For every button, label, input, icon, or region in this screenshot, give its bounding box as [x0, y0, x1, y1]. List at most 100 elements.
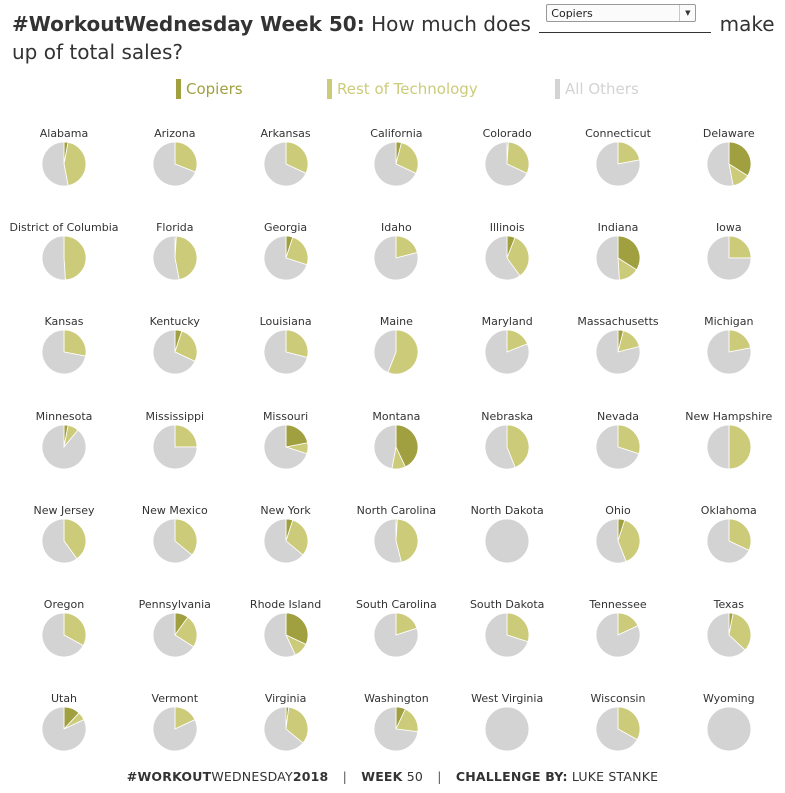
pie-slice-all-others[interactable]: [596, 707, 638, 752]
pie-slice-rest-of-technology[interactable]: [63, 613, 86, 647]
pie-chart[interactable]: [374, 142, 419, 186]
pie-chart[interactable]: [706, 330, 751, 375]
pie-cell-colorado[interactable]: Colorado: [452, 127, 562, 221]
pie-slice-all-others[interactable]: [42, 424, 86, 469]
pie-slice-all-others[interactable]: [706, 613, 746, 657]
pie-slice-all-others[interactable]: [596, 424, 640, 469]
legend-item-copiers[interactable]: Copiers: [176, 79, 243, 99]
pie-slice-all-others[interactable]: [706, 142, 734, 186]
pie-slice-all-others[interactable]: [706, 518, 750, 563]
pie-slice-all-others[interactable]: [485, 613, 529, 657]
pie-chart[interactable]: [263, 518, 308, 563]
pie-cell-iowa[interactable]: Iowa: [674, 221, 784, 315]
pie-slice-all-others[interactable]: [42, 330, 86, 375]
pie-chart[interactable]: [374, 518, 419, 563]
pie-chart[interactable]: [485, 142, 530, 186]
pie-slice-rest-of-technology[interactable]: [63, 330, 86, 357]
pie-slice-all-others[interactable]: [263, 330, 308, 375]
pie-slice-all-others[interactable]: [596, 142, 640, 186]
pie-chart[interactable]: [152, 236, 197, 281]
pie-cell-north-dakota[interactable]: North Dakota: [452, 504, 562, 598]
chevron-down-icon[interactable]: ▼: [679, 5, 695, 21]
pie-chart[interactable]: [42, 518, 86, 563]
pie-chart[interactable]: [596, 518, 640, 563]
pie-slice-rest-of-technology[interactable]: [506, 142, 530, 174]
pie-slice-all-others[interactable]: [485, 142, 528, 186]
pie-slice-all-others[interactable]: [42, 518, 78, 563]
pie-slice-all-others[interactable]: [152, 518, 193, 563]
pie-slice-all-others[interactable]: [596, 236, 620, 281]
pie-slice-all-others[interactable]: [42, 142, 69, 186]
pie-slice-all-others[interactable]: [152, 707, 197, 752]
pie-slice-all-others[interactable]: [485, 236, 521, 281]
pie-chart[interactable]: [42, 236, 86, 281]
pie-cell-indiana[interactable]: Indiana: [563, 221, 673, 315]
pie-cell-alabama[interactable]: Alabama: [9, 127, 119, 221]
pie-cell-maryland[interactable]: Maryland: [452, 315, 562, 409]
pie-slice-all-others[interactable]: [152, 142, 196, 186]
pie-cell-louisiana[interactable]: Louisiana: [231, 315, 341, 409]
legend-item-all-others[interactable]: All Others: [555, 79, 639, 99]
pie-slice-rest-of-technology[interactable]: [506, 237, 530, 277]
pie-chart[interactable]: [152, 330, 197, 375]
pie-chart[interactable]: [485, 613, 530, 657]
pie-slice-all-others[interactable]: [596, 330, 640, 375]
pie-cell-south-carolina[interactable]: South Carolina: [341, 598, 451, 692]
pie-slice-all-others[interactable]: [263, 424, 308, 469]
pie-slice-all-others[interactable]: [596, 518, 627, 563]
pie-cell-minnesota[interactable]: Minnesota: [9, 410, 119, 504]
pie-chart[interactable]: [374, 613, 419, 657]
pie-cell-arizona[interactable]: Arizona: [120, 127, 230, 221]
pie-slice-all-others[interactable]: [596, 613, 640, 657]
pie-chart[interactable]: [374, 424, 419, 469]
pie-chart[interactable]: [263, 142, 308, 186]
pie-chart[interactable]: [596, 707, 640, 752]
pie-slice-all-others[interactable]: [263, 707, 304, 752]
pie-chart[interactable]: [152, 707, 197, 752]
pie-slice-rest-of-technology[interactable]: [174, 424, 197, 447]
pie-slice-all-others[interactable]: [485, 424, 516, 469]
pie-slice-all-others[interactable]: [263, 142, 307, 186]
pie-slice-rest-of-technology[interactable]: [174, 142, 197, 173]
pie-slice-all-others[interactable]: [152, 424, 197, 469]
pie-chart[interactable]: [485, 424, 530, 469]
pie-cell-new-mexico[interactable]: New Mexico: [120, 504, 230, 598]
pie-slice-all-others[interactable]: [42, 236, 66, 281]
pie-slice-all-others[interactable]: [485, 707, 530, 752]
pie-cell-washington[interactable]: Washington: [341, 692, 451, 786]
pie-cell-kentucky[interactable]: Kentucky: [120, 315, 230, 409]
pie-slice-all-others[interactable]: [374, 518, 403, 563]
pie-chart[interactable]: [706, 613, 751, 657]
pie-slice-all-others[interactable]: [485, 518, 530, 563]
pie-slice-all-others[interactable]: [263, 613, 296, 657]
pie-slice-rest-of-technology[interactable]: [617, 519, 640, 562]
pie-slice-rest-of-technology[interactable]: [285, 236, 308, 266]
pie-cell-pennsylvania[interactable]: Pennsylvania: [120, 598, 230, 692]
pie-chart[interactable]: [42, 424, 86, 469]
pie-cell-west-virginia[interactable]: West Virginia: [452, 692, 562, 786]
pie-slice-copiers[interactable]: [285, 613, 308, 645]
pie-cell-montana[interactable]: Montana: [341, 410, 451, 504]
pie-slice-rest-of-technology[interactable]: [728, 236, 751, 259]
pie-cell-ohio[interactable]: Ohio: [563, 504, 673, 598]
pie-cell-idaho[interactable]: Idaho: [341, 221, 451, 315]
pie-slice-rest-of-technology[interactable]: [63, 142, 86, 186]
pie-slice-all-others[interactable]: [152, 236, 180, 281]
pie-cell-maine[interactable]: Maine: [341, 315, 451, 409]
pie-cell-district-of-columbia[interactable]: District of Columbia: [9, 221, 119, 315]
pie-chart[interactable]: [485, 707, 530, 752]
pie-chart[interactable]: [706, 707, 751, 752]
pie-cell-virginia[interactable]: Virginia: [231, 692, 341, 786]
pie-slice-all-others[interactable]: [374, 707, 419, 752]
pie-slice-rest-of-technology[interactable]: [63, 518, 86, 560]
pie-cell-wisconsin[interactable]: Wisconsin: [563, 692, 673, 786]
pie-cell-rhode-island[interactable]: Rhode Island: [231, 598, 341, 692]
pie-chart[interactable]: [596, 613, 640, 657]
pie-cell-mississippi[interactable]: Mississippi: [120, 410, 230, 504]
pie-chart[interactable]: [485, 330, 530, 375]
pie-cell-utah[interactable]: Utah: [9, 692, 119, 786]
pie-slice-rest-of-technology[interactable]: [506, 424, 530, 468]
pie-chart[interactable]: [596, 142, 640, 186]
pie-slice-rest-of-technology[interactable]: [617, 424, 640, 454]
pie-cell-new-jersey[interactable]: New Jersey: [9, 504, 119, 598]
